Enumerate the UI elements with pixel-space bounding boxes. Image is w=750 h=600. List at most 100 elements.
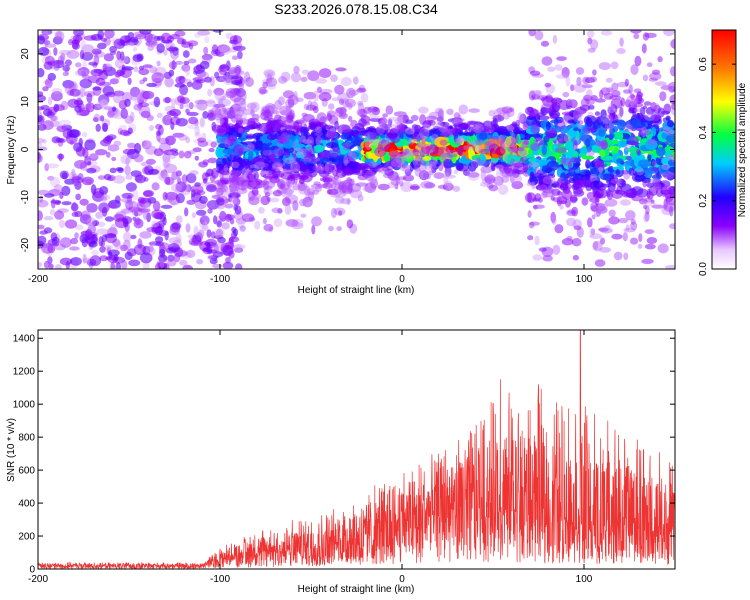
- spectrogram-blob: [286, 114, 294, 124]
- spectrogram-blob: [51, 91, 63, 102]
- spectrogram-blob: [616, 113, 623, 119]
- spectrogram-blob: [511, 133, 519, 144]
- spectrogram-blob: [360, 92, 369, 103]
- spectrogram-blob: [127, 142, 136, 149]
- spectrogram-blob: [270, 110, 280, 115]
- x-tick-label: 0: [399, 574, 405, 585]
- spectrogram-blob: [199, 195, 208, 204]
- spectrogram-blob: [559, 205, 564, 210]
- spectrogram-blob: [316, 169, 327, 174]
- spectrogram-blob: [221, 167, 231, 175]
- spectrogram-blob: [58, 219, 66, 229]
- spectrogram-blob: [341, 182, 347, 194]
- spectrogram-blob: [146, 115, 154, 121]
- spectrogram-blob: [101, 194, 111, 200]
- spectrogram-blob: [273, 147, 285, 157]
- spectrogram-blob: [591, 214, 596, 220]
- spectrogram-blob: [534, 159, 548, 166]
- spectrogram-blob: [300, 134, 313, 143]
- spectrogram-blob: [76, 97, 83, 109]
- spectrogram-blob: [598, 118, 604, 123]
- spectrogram-blob: [146, 34, 158, 45]
- y-tick-label: -20: [20, 237, 31, 252]
- spectrogram-blob: [151, 72, 164, 83]
- y-tick-label: 1200: [13, 367, 36, 378]
- spectrogram-blob: [236, 118, 250, 125]
- spectrogram-blob: [468, 121, 476, 126]
- spectrogram-blob: [138, 102, 150, 108]
- spectrogram-blob: [81, 51, 94, 61]
- spectrogram-blob: [493, 176, 504, 186]
- spectrogram-blob: [315, 163, 325, 174]
- y-tick-label: -10: [20, 190, 31, 205]
- spectrogram-blob: [216, 118, 225, 124]
- spectrogram-blob: [201, 172, 209, 182]
- spectrogram-blob: [630, 64, 639, 75]
- spectrogram-blob: [72, 176, 82, 181]
- spectrogram-blob: [530, 123, 541, 135]
- spectrogram-blob: [448, 134, 455, 143]
- spectrogram-blob: [62, 123, 67, 133]
- spectrogram-blob: [216, 197, 225, 206]
- spectrogram-blob: [93, 113, 101, 123]
- spectrogram-blob: [218, 163, 227, 173]
- spectrogram-blob: [231, 55, 239, 60]
- spectrogram-blob: [64, 84, 71, 94]
- spectrogram-blob: [168, 237, 182, 244]
- spectrogram-blob: [75, 193, 81, 201]
- spectrogram-blob: [222, 171, 230, 181]
- spectrogram-blob: [81, 44, 95, 55]
- spectrogram-blob: [153, 96, 161, 108]
- spectrogram-blob: [427, 170, 434, 176]
- spectrogram-blob: [284, 204, 292, 215]
- spectrogram-blob: [316, 112, 327, 123]
- spectrogram-blob: [70, 257, 82, 266]
- spectrogram-blob: [208, 147, 215, 153]
- spectrogram-blob: [651, 69, 661, 75]
- spectrogram-blob: [74, 70, 88, 77]
- spectrogram-blob: [650, 167, 659, 172]
- spectrogram-blob: [229, 106, 234, 114]
- spectrogram-blob: [71, 211, 79, 218]
- spectrogram-blob: [239, 70, 245, 76]
- spectrogram-blob: [194, 155, 199, 161]
- spectrogram-blob: [369, 115, 380, 120]
- spectrogram-blob: [407, 139, 416, 145]
- spectrogram-blob: [221, 95, 226, 101]
- spectrogram-blob: [669, 223, 675, 230]
- spectrogram-blob: [305, 144, 313, 151]
- spectrogram-blob: [95, 211, 104, 219]
- spectrogram-blob: [271, 103, 276, 114]
- spectrogram-blob: [671, 174, 675, 180]
- spectrogram-blob: [623, 227, 636, 233]
- spectrogram-blob: [662, 126, 671, 134]
- spectrogram-blob: [542, 178, 553, 184]
- spectrogram-blob: [488, 184, 499, 192]
- spectrogram-blob: [177, 177, 182, 185]
- spectrogram-blob: [458, 135, 464, 143]
- spectrogram-blob: [332, 170, 338, 177]
- spectrogram-blob: [607, 104, 616, 114]
- spectrogram-blob: [219, 210, 227, 222]
- spectrogram-blob: [104, 30, 115, 39]
- spectrogram-blob: [619, 37, 624, 47]
- spectrogram-blob: [38, 224, 45, 230]
- spectrogram-blob: [608, 133, 615, 139]
- spectrogram-blob: [547, 173, 556, 179]
- spectrogram-blob: [547, 66, 556, 72]
- spectrogram-blob: [160, 169, 168, 179]
- spectrogram-blob: [616, 158, 624, 164]
- spectrogram-blob: [550, 211, 556, 223]
- spectrogram-blob: [202, 111, 209, 119]
- spectrogram-blob: [295, 151, 304, 159]
- spectrogram-blob: [123, 71, 132, 76]
- spectrogram-blob: [245, 135, 254, 140]
- spectrogram-blob: [64, 219, 78, 229]
- spectrogram-blob: [491, 165, 496, 172]
- spectrogram-blob: [560, 172, 567, 181]
- spectrogram-blob: [120, 108, 128, 119]
- spectrogram-blob: [424, 182, 436, 189]
- spectrogram-blob: [357, 100, 364, 107]
- spectrogram-blob: [115, 262, 122, 269]
